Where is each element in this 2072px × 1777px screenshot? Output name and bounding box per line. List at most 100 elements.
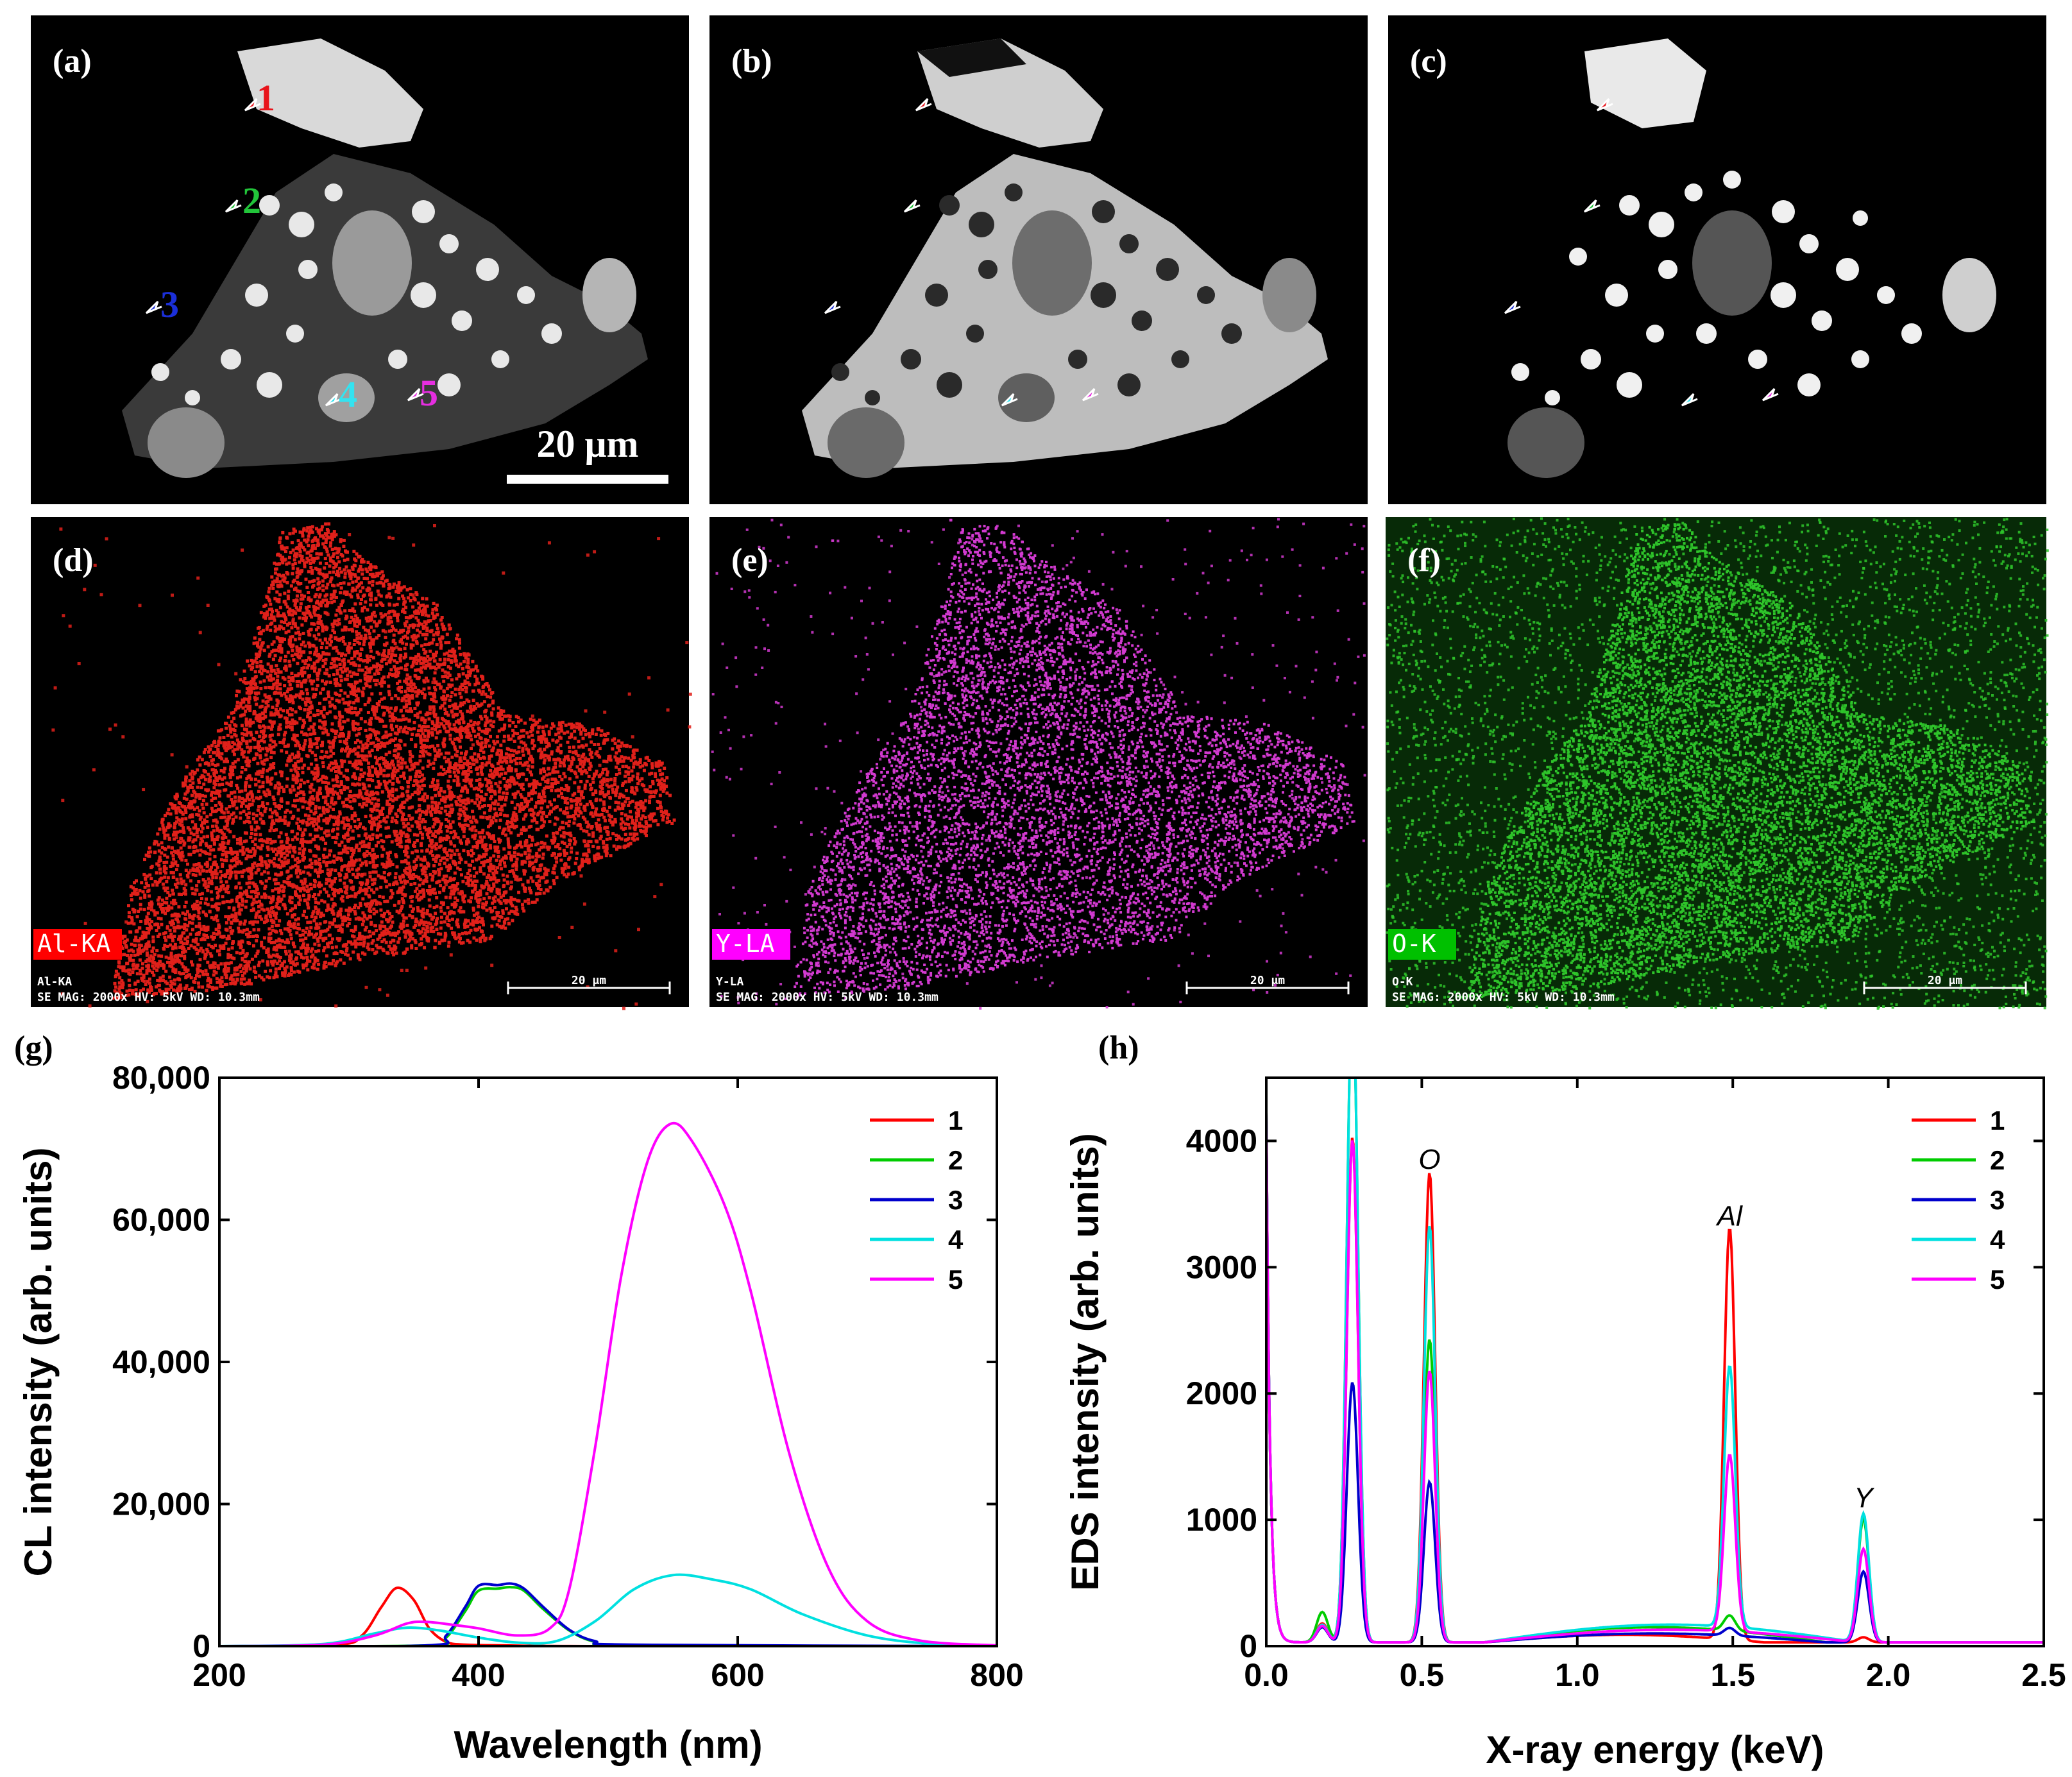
x-tick-label: 800: [970, 1657, 1023, 1693]
series-line-5: [219, 1121, 997, 1646]
map-scale-label-al: 20 μm: [572, 974, 606, 987]
panel-a: (a) 1 2 3 4 5 20 μm: [31, 15, 689, 504]
scale-bar: 20 μm: [507, 423, 668, 484]
x-tick-label: 2.5: [2021, 1657, 2066, 1693]
marker-label-2: 2: [242, 180, 261, 221]
map-caption-y: Y-LA: [716, 975, 744, 989]
peak-label-y: Y: [1854, 1482, 1874, 1513]
legend-label-5: 5: [1990, 1264, 2005, 1295]
y-tick-label: 1000: [1186, 1502, 1257, 1538]
y-tick-label: 20,000: [112, 1486, 210, 1522]
x-tick-label: 0.5: [1400, 1657, 1445, 1693]
y-axis-label-g: CL intensity (arb. units): [17, 1148, 60, 1577]
peak-label-al: Al: [1715, 1200, 1743, 1232]
x-tick-label: 400: [452, 1657, 505, 1693]
particle-a: [122, 38, 648, 478]
series-line-1: [1266, 1112, 2044, 1644]
element-tag-box-o: [1388, 929, 1456, 960]
marker-label-1: 1: [257, 77, 275, 119]
map-settings-y: SE MAG: 2000x HV: 5kV WD: 10.3mm: [716, 991, 938, 1004]
panel-letter-d: (d): [53, 542, 94, 579]
series-line-3: [1266, 1112, 2044, 1644]
legend-label-2: 2: [1990, 1145, 2005, 1175]
markers-c: [1504, 98, 1779, 407]
legend-label-3: 3: [1990, 1185, 2005, 1215]
y-tick-label: 4000: [1186, 1123, 1257, 1159]
x-tick-label: 1.5: [1710, 1657, 1755, 1693]
panel-c: (c): [1388, 15, 2046, 504]
marker-label-4: 4: [339, 373, 357, 415]
y-tick-label: 60,000: [112, 1202, 210, 1238]
panel-letter-b: (b): [731, 43, 772, 80]
chart-g: (g) 200 400 600 800 0 20,000 40,000 60,000 80,00…: [14, 1030, 1024, 1766]
panel-letter-f: (f): [1407, 542, 1441, 579]
marker-label-3: 3: [160, 284, 179, 325]
marker-4: 4: [325, 373, 357, 415]
series-line-4: [219, 1573, 997, 1646]
plot-frame-h: [1265, 1076, 2045, 1647]
chart-h: (h) 0.0 0.5 1.0 1.5 2.0 2.501000200030004000 …: [1064, 1030, 2066, 1771]
y-tick-label: 0: [1239, 1628, 1257, 1664]
map-settings-o: SE MAG: 2000x HV: 5kV WD: 10.3mm: [1392, 991, 1615, 1004]
legend-h: 1 2 3 4 5: [1912, 1105, 2005, 1295]
panel-d: (d) Al-KA Al-KA SE MAG: 2000x HV: 5kV WD…: [31, 517, 692, 1010]
x-tick-label: 600: [711, 1657, 764, 1693]
marker-3: 3: [145, 284, 179, 325]
y-axis-label-h: EDS intensity (arb. units): [1064, 1133, 1107, 1590]
panel-letter-h: (h): [1098, 1030, 1139, 1066]
x-axis-label-h: X-ray energy (keV): [1486, 1728, 1824, 1771]
panel-b: (b): [709, 15, 1368, 504]
eds-map-dots-al: [51, 522, 692, 1010]
panel-letter-c: (c): [1410, 43, 1447, 80]
markers-b: [824, 98, 1099, 407]
particle-c: [1507, 38, 1996, 478]
legend-label-4: 4: [1990, 1225, 2005, 1255]
x-tick-label: 0.0: [1244, 1657, 1289, 1693]
map-caption-al: Al-KA: [37, 975, 72, 989]
eds-map-dots-o: [1386, 517, 2049, 1010]
marker-1: 1: [244, 77, 275, 119]
y-tick-label: 2000: [1186, 1375, 1257, 1411]
legend-label-4: 4: [948, 1225, 964, 1255]
x-tick-label: 200: [192, 1657, 246, 1693]
y-tick-label: 0: [192, 1628, 210, 1664]
panel-letter-e: (e): [731, 542, 769, 579]
element-tag-box-al: [33, 929, 122, 960]
legend-g: 1 2 3 4 5: [870, 1105, 964, 1295]
legend-label-2: 2: [948, 1145, 963, 1175]
legend-label-3: 3: [948, 1185, 963, 1215]
y-tick-label: 3000: [1186, 1249, 1257, 1285]
particle-b: [802, 38, 1328, 478]
marker-label-5: 5: [420, 372, 438, 414]
marker-2: 2: [225, 180, 261, 221]
panel-letter-a: (a): [53, 43, 92, 80]
peak-label-o: O: [1418, 1144, 1440, 1175]
legend-label-1: 1: [948, 1105, 963, 1135]
x-tick-label: 2.0: [1866, 1657, 1911, 1693]
y-tick-label: 80,000: [112, 1060, 210, 1096]
element-tag-y: Y-LA: [716, 930, 775, 958]
panel-letter-g: (g): [14, 1030, 53, 1066]
eds-map-dots-y: [711, 518, 1366, 1010]
series-line-4: [1266, 1078, 2044, 1644]
series-line-5: [1266, 1112, 2044, 1644]
series-line-3: [219, 1582, 997, 1646]
x-axis-label-g: Wavelength (nm): [454, 1723, 762, 1766]
map-scale-label-o: 20 μm: [1928, 974, 1962, 987]
map-scale-label-y: 20 μm: [1250, 974, 1285, 987]
element-tag-o: O-K: [1392, 930, 1436, 958]
legend-label-5: 5: [948, 1264, 963, 1295]
element-tag-al: Al-KA: [37, 930, 111, 958]
map-caption-o: O-K: [1392, 975, 1413, 989]
scale-bar-label: 20 μm: [537, 423, 639, 465]
x-tick-label: 1.0: [1555, 1657, 1600, 1693]
legend-label-1: 1: [1990, 1105, 2005, 1135]
marker-5: 5: [407, 372, 438, 414]
map-settings-al: SE MAG: 2000x HV: 5kV WD: 10.3mm: [37, 991, 260, 1004]
element-tag-box-y: [712, 929, 790, 960]
panel-e: (e) Y-LA Y-LA SE MAG: 2000x HV: 5kV WD: …: [709, 517, 1368, 1010]
y-tick-label: 40,000: [112, 1344, 210, 1380]
series-line-2: [1266, 1078, 2044, 1644]
panel-f: (f) O-K O-K SE MAG: 2000x HV: 5kV WD: 10…: [1386, 517, 2049, 1010]
